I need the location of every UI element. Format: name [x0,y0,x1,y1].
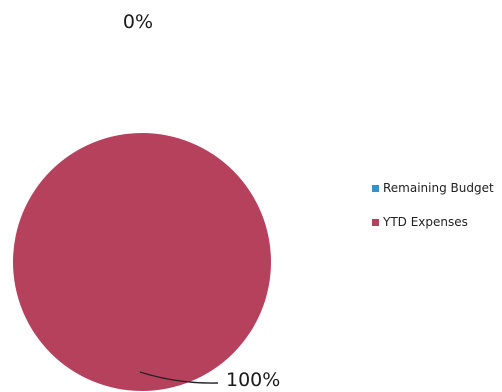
legend: Remaining Budget YTD Expenses [372,180,494,248]
pie-slices [13,133,271,391]
leader-line-ytd-expenses [139,371,219,384]
legend-swatch-ytd-expenses [372,218,379,226]
data-label-ytd-expenses: 100% [226,369,280,391]
legend-item-ytd-expenses: YTD Expenses [372,214,494,230]
data-label-remaining-budget: 0% [123,11,153,33]
legend-label-remaining-budget: Remaining Budget [383,181,494,195]
legend-swatch-remaining-budget [372,184,379,192]
legend-label-ytd-expenses: YTD Expenses [383,215,468,229]
legend-item-remaining-budget: Remaining Budget [372,180,494,196]
pie-slice-ytd-expenses [13,133,271,391]
